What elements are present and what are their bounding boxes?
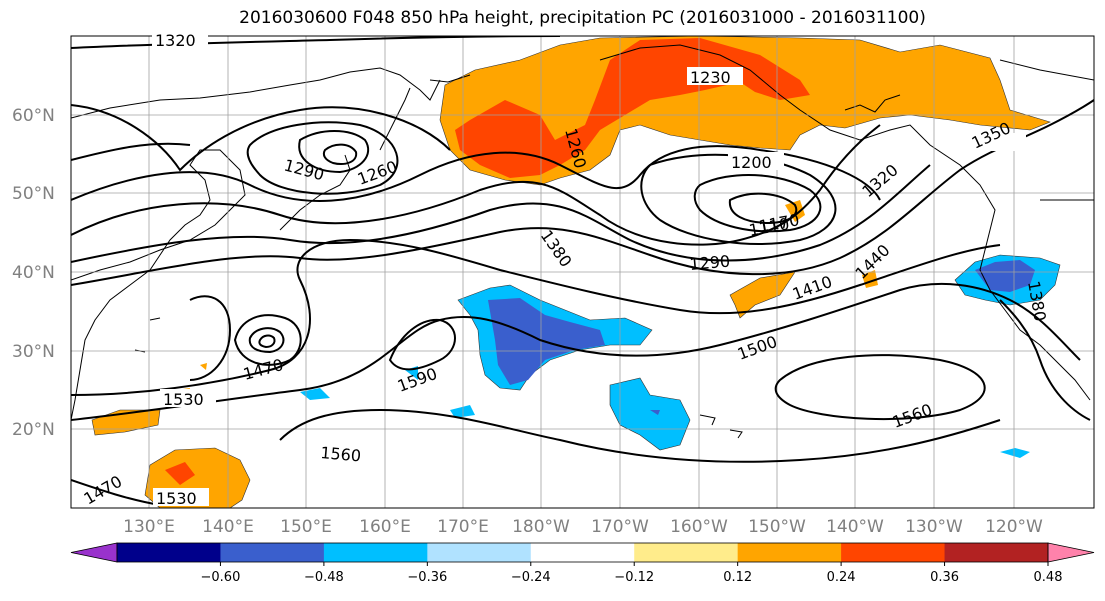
colorbar-tick-label: −0.36 — [407, 570, 447, 585]
map-border — [70, 35, 1095, 509]
colorbar-tick-label: −0.12 — [614, 570, 654, 585]
lon-label: 130°W — [905, 517, 963, 537]
lon-label: 180°W — [512, 517, 570, 537]
colorbar-tick-label: −0.24 — [511, 570, 551, 585]
lon-label: 140°E — [202, 517, 254, 537]
lon-label: 150°W — [748, 517, 806, 537]
lon-label: 170°E — [437, 517, 489, 537]
colorbar-tick-label: 0.24 — [827, 570, 856, 585]
contour-label: 1320 — [155, 31, 196, 50]
lon-label: 150°E — [280, 517, 332, 537]
colorbar-extend-low — [70, 542, 118, 563]
colorbar-tick-label: 0.36 — [930, 570, 959, 585]
coastlines — [71, 44, 1094, 439]
lon-label: 130°E — [123, 517, 175, 537]
lat-label: 60°N — [12, 106, 55, 126]
map-title: 2016030600 F048 850 hPa height, precipit… — [239, 8, 926, 28]
lat-label: 40°N — [12, 263, 55, 283]
lon-label: 140°W — [826, 517, 884, 537]
contour-label: 1290 — [689, 252, 731, 274]
colorbar-swatch — [117, 543, 221, 562]
height-contours — [71, 36, 1094, 506]
contour-label: 1530 — [163, 390, 204, 409]
latitude-labels: 60°N 50°N 40°N 30°N 20°N — [12, 106, 55, 440]
lon-label: 160°W — [670, 517, 728, 537]
colorbar: −0.60 −0.48 −0.36 −0.24 −0.12 0.12 0.24 0.36 0.4… — [70, 542, 1095, 585]
lon-label: 170°W — [591, 517, 649, 537]
lat-label: 20°N — [12, 420, 55, 440]
lon-label: 160°E — [359, 517, 411, 537]
colorbar-swatch — [634, 543, 739, 562]
contour-label: 1230 — [690, 68, 731, 87]
colorbar-swatch — [323, 543, 428, 562]
colorbar-swatch — [841, 543, 946, 562]
contour-label: 1200 — [731, 153, 772, 172]
colorbar-swatch — [530, 543, 635, 562]
colorbar-tick-label: −0.60 — [201, 570, 241, 585]
graticule — [71, 36, 1094, 508]
lon-label: 120°W — [985, 517, 1043, 537]
lat-label: 30°N — [12, 342, 55, 362]
colorbar-extend-high — [1047, 542, 1095, 563]
colorbar-outline — [116, 542, 1049, 563]
colorbar-tick-label: 0.48 — [1034, 570, 1063, 585]
contour-label: 1530 — [156, 489, 197, 508]
colorbar-swatch — [220, 543, 325, 562]
lat-label: 50°N — [12, 184, 55, 204]
colorbar-tick-label: −0.48 — [304, 570, 344, 585]
colorbar-swatch — [737, 543, 842, 562]
colorbar-tick-label: 0.12 — [723, 570, 752, 585]
colorbar-swatch — [944, 543, 1049, 562]
contour-label: 1560 — [320, 443, 362, 465]
longitude-labels: 130°E 140°E 150°E 160°E 170°E 180°W 170°… — [123, 517, 1043, 537]
colorbar-swatch — [427, 543, 532, 562]
